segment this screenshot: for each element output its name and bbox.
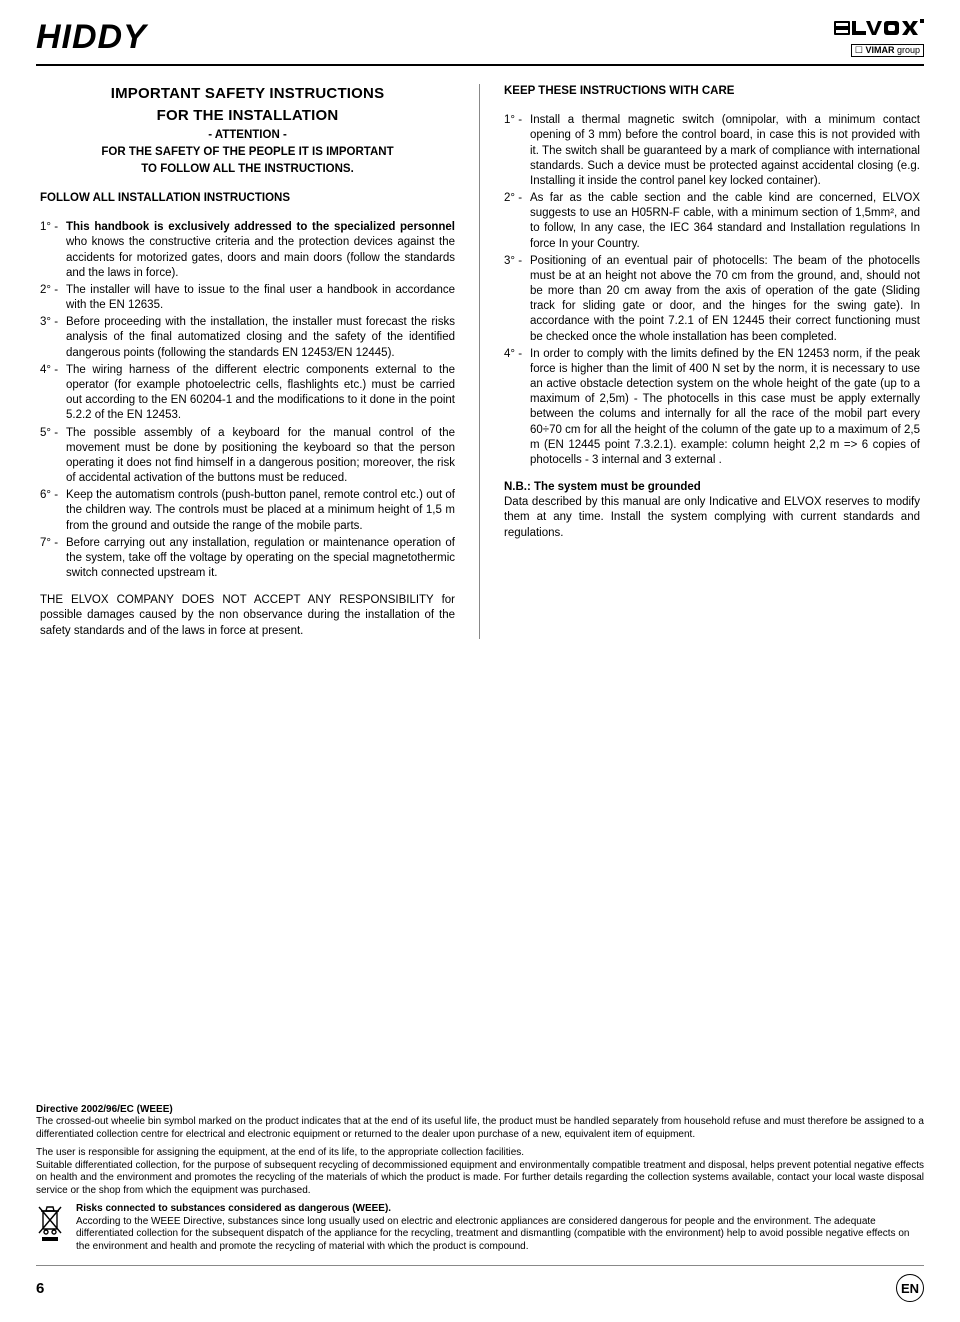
safety-title-2: FOR THE INSTALLATION (40, 106, 455, 126)
vertical-spacer (36, 639, 924, 1094)
right-item-2: 2° -As far as the cable section and the … (504, 191, 920, 252)
page: HIDDY ☐ VIMAR group IMP (0, 0, 960, 1322)
left-item-5: 5° -The possible assembly of a keyboard … (40, 426, 455, 487)
right-item-1: 1° -Install a thermal magnetic switch (o… (504, 113, 920, 189)
disclaimer-paragraph: THE ELVOX COMPANY DOES NOT ACCEPT ANY RE… (40, 593, 455, 639)
weee-user-responsible: The user is responsible for assigning th… (36, 1147, 924, 1197)
keep-heading: KEEP THESE INSTRUCTIONS WITH CARE (504, 84, 920, 99)
left-item-4: 4° -The wiring harness of the different … (40, 363, 455, 424)
follow-heading: FOLLOW ALL INSTALLATION INSTRUCTIONS (40, 191, 455, 206)
right-item-3: 3° -Positioning of an eventual pair of p… (504, 254, 920, 345)
weee-directive: Directive 2002/96/EC (WEEE)The crossed-o… (36, 1104, 924, 1142)
nb-body: Data described by this manual are only I… (504, 495, 920, 541)
left-item-1: 1° -This handbook is exclusively address… (40, 220, 455, 281)
attention-line: - ATTENTION - (40, 128, 455, 143)
content-columns: IMPORTANT SAFETY INSTRUCTIONS FOR THE IN… (36, 84, 924, 639)
page-header: HIDDY ☐ VIMAR group (36, 18, 924, 66)
right-column: KEEP THESE INSTRUCTIONS WITH CARE 1° -In… (480, 84, 924, 639)
right-item-4: 4° -In order to comply with the limits d… (504, 347, 920, 468)
nb-title: N.B.: The system must be grounded (504, 480, 920, 495)
weee-risks-row: Risks connected to substances considered… (36, 1203, 924, 1253)
page-number: 6 (36, 1280, 44, 1297)
page-footer: 6 EN (36, 1265, 924, 1302)
left-item-6: 6° -Keep the automatism controls (push-b… (40, 488, 455, 534)
left-column: IMPORTANT SAFETY INSTRUCTIONS FOR THE IN… (36, 84, 480, 639)
left-item-3: 3° -Before proceeding with the installat… (40, 315, 455, 361)
weee-section: Directive 2002/96/EC (WEEE)The crossed-o… (36, 1104, 924, 1254)
weee-bin-icon (36, 1203, 66, 1248)
brand-logo-box: ☐ VIMAR group (834, 18, 924, 58)
weee-risks-text: Risks connected to substances considered… (76, 1203, 924, 1253)
brand-subline: ☐ VIMAR group (851, 44, 924, 57)
safety-title-1: IMPORTANT SAFETY INSTRUCTIONS (40, 84, 455, 104)
left-item-7: 7° -Before carrying out any installation… (40, 536, 455, 582)
product-name: HIDDY (36, 18, 147, 57)
language-badge: EN (896, 1274, 924, 1302)
left-item-2: 2° -The installer will have to issue to … (40, 283, 455, 313)
safety-people-2: TO FOLLOW ALL THE INSTRUCTIONS. (40, 162, 455, 177)
elvox-logo-icon (834, 18, 924, 40)
safety-people-1: FOR THE SAFETY OF THE PEOPLE IT IS IMPOR… (40, 145, 455, 160)
